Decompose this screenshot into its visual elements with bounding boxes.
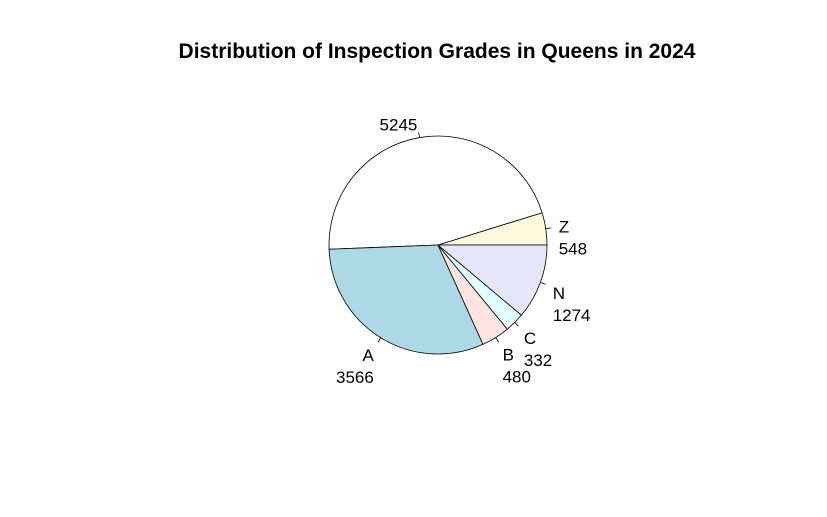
pie-label-value-3: 480 [503,368,531,387]
pie-label-category-3: B [503,346,514,365]
pie-slice-a [328,244,484,355]
pie-slices [328,135,548,355]
pie-label-value-0: 548 [559,240,587,259]
pie-label-category-2: A [363,346,375,365]
pie-slice-unlabeled [328,135,543,250]
pie-label-category-0: Z [559,218,569,237]
pie-tick-2 [377,337,382,343]
pie-label-category-4: C [524,329,536,348]
pie-labels: Z 548 5245 A 3566 B 480 C 332 N 1274 [336,116,590,387]
pie-tick-5 [540,281,546,285]
pie-slice-n [436,244,548,316]
pie-tick-4 [514,322,519,327]
pie-label-value-4: 332 [524,351,552,370]
pie-tick-1 [418,132,420,138]
pie-label-value-2: 3566 [336,368,374,387]
pie-tick-0 [545,227,552,230]
pie-label-value-1: 5245 [380,116,418,135]
chart-title: Distribution of Inspection Grades in Que… [179,40,696,63]
pie-label-category-5: N [553,284,565,303]
pie-label-value-5: 1274 [553,306,591,325]
pie-tick-3 [495,337,499,343]
